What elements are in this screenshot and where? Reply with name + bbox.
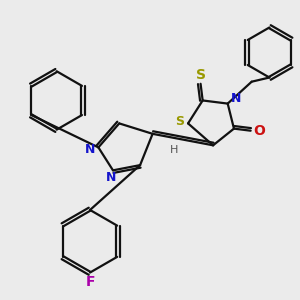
Text: N: N (106, 171, 116, 184)
Text: N: N (231, 92, 241, 105)
Text: S: S (196, 68, 206, 83)
Text: O: O (253, 124, 265, 138)
Text: H: H (170, 145, 179, 155)
Text: S: S (175, 115, 184, 128)
Text: F: F (85, 275, 95, 289)
Text: N: N (85, 143, 95, 156)
